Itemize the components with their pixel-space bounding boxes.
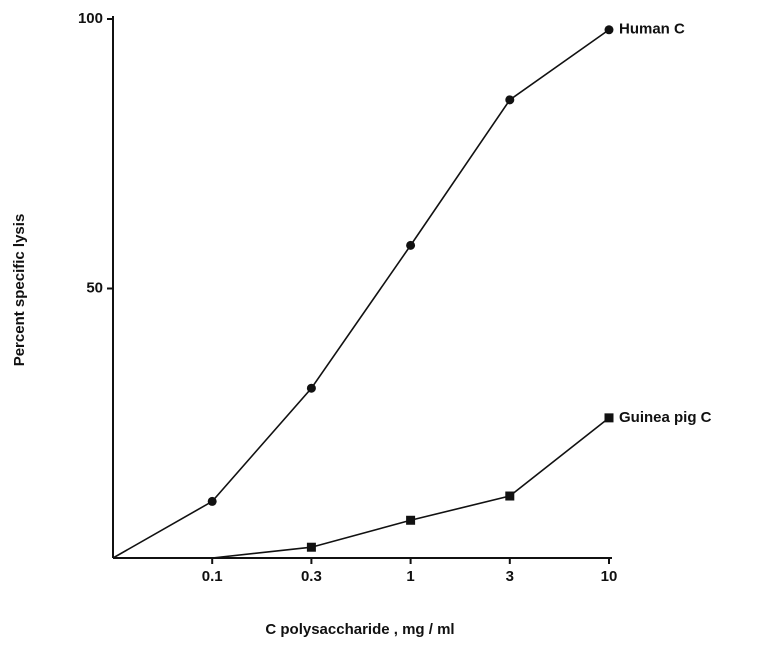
series-label: Human C (619, 21, 685, 38)
x-axis-label: C polysaccharide , mg / ml (265, 621, 454, 638)
data-point (306, 542, 316, 552)
data-point (604, 25, 614, 35)
y-tick-label: 100 (78, 10, 103, 27)
x-tick-label: 10 (601, 568, 618, 585)
data-point (604, 413, 614, 423)
x-tick-label: 0.1 (202, 568, 223, 585)
y-tick-label: 50 (86, 279, 103, 296)
data-point (306, 383, 316, 393)
data-point (406, 515, 416, 525)
x-tick-label: 0.3 (301, 568, 322, 585)
series-label: Guinea pig C (619, 409, 712, 426)
data-point (207, 496, 217, 506)
x-tick-label: 1 (406, 568, 414, 585)
x-tick-label: 3 (506, 568, 514, 585)
series-line (212, 417, 610, 559)
data-point (505, 95, 515, 105)
data-point (406, 240, 416, 250)
series-line (112, 29, 610, 559)
y-axis-label: Percent specific lysis (11, 214, 28, 367)
data-point (505, 491, 515, 501)
